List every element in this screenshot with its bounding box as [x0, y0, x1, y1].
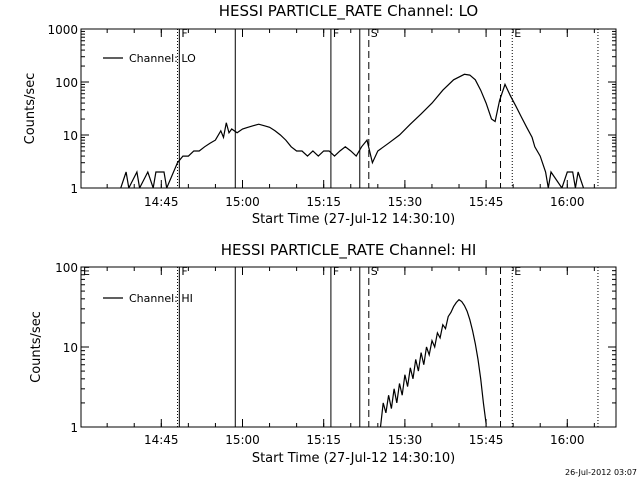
plot-frame	[80, 28, 617, 189]
x-tick-label: 15:45	[469, 433, 504, 447]
event-marker-label: F	[181, 27, 187, 40]
y-tick-label: 1	[70, 421, 78, 435]
event-marker-label: F	[333, 265, 339, 278]
y-tick-label: 10	[63, 129, 78, 143]
y-tick-label: 100	[55, 76, 78, 90]
x-tick-label: 15:30	[388, 195, 423, 209]
series-line	[120, 73, 585, 188]
y-tick-label: 10	[63, 341, 78, 355]
x-axis-label: Start Time (27-Jul-12 14:30:10)	[252, 212, 455, 227]
x-tick-label: 15:00	[225, 433, 260, 447]
legend-label: Channel: LO	[129, 52, 196, 65]
x-tick-label: 15:30	[388, 433, 423, 447]
event-marker-label: S	[371, 27, 378, 40]
chart-title: HESSI PARTICLE_RATE Channel: HI	[221, 241, 477, 260]
y-axis-label: Counts/sec	[23, 73, 38, 145]
plot-frame	[80, 266, 617, 428]
x-tick-label: 15:00	[225, 195, 260, 209]
hi-channel-panel: HESSI PARTICLE_RATE Channel: HI 14:45 15:0…	[29, 241, 617, 466]
event-marker-label: E	[514, 27, 521, 40]
x-axis-label: Start Time (27-Jul-12 14:30:10)	[252, 451, 455, 466]
x-tick-label: 15:15	[306, 195, 341, 209]
legend-label: Channel: HI	[129, 292, 193, 305]
event-marker-label: F	[181, 265, 187, 278]
event-marker-label: E	[514, 265, 521, 278]
x-tick-label: 15:15	[306, 433, 341, 447]
x-tick-label: 15:45	[469, 195, 504, 209]
y-tick-label: 100	[55, 261, 78, 275]
event-marker-label: F	[333, 27, 339, 40]
event-marker-label: S	[371, 265, 378, 278]
y-tick-label: 1	[70, 182, 78, 196]
lo-channel-panel: HESSI PARTICLE_RATE Channel: LO 14:45 15:0…	[23, 2, 617, 227]
y-axis-label: Counts/sec	[29, 311, 44, 383]
chart-title: HESSI PARTICLE_RATE Channel: LO	[219, 2, 478, 21]
event-marker-label: E	[83, 265, 90, 278]
x-tick-label: 14:45	[144, 433, 179, 447]
x-tick-label: 16:00	[550, 433, 585, 447]
y-tick-label: 1000	[47, 23, 78, 37]
x-tick-label: 16:00	[550, 195, 585, 209]
date-stamp: 26-Jul-2012 03:07	[565, 468, 637, 477]
series-line	[379, 298, 487, 427]
x-tick-label: 14:45	[144, 195, 179, 209]
